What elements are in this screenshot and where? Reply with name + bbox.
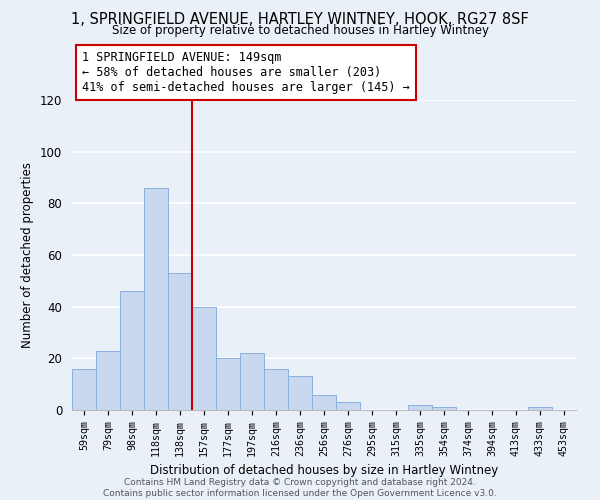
Bar [408,405,432,410]
Bar [288,376,312,410]
Bar [432,408,456,410]
Bar [120,291,144,410]
Bar [336,402,360,410]
X-axis label: Distribution of detached houses by size in Hartley Wintney: Distribution of detached houses by size … [150,464,498,477]
Bar [528,408,552,410]
Text: 1, SPRINGFIELD AVENUE, HARTLEY WINTNEY, HOOK, RG27 8SF: 1, SPRINGFIELD AVENUE, HARTLEY WINTNEY, … [71,12,529,28]
Bar [264,368,288,410]
Bar [72,368,96,410]
Bar [144,188,168,410]
Text: Size of property relative to detached houses in Hartley Wintney: Size of property relative to detached ho… [112,24,488,37]
Bar [312,394,336,410]
Y-axis label: Number of detached properties: Number of detached properties [22,162,34,348]
Text: 1 SPRINGFIELD AVENUE: 149sqm
← 58% of detached houses are smaller (203)
41% of s: 1 SPRINGFIELD AVENUE: 149sqm ← 58% of de… [82,51,410,94]
Text: Contains HM Land Registry data © Crown copyright and database right 2024.
Contai: Contains HM Land Registry data © Crown c… [103,478,497,498]
Bar [168,273,192,410]
Bar [216,358,240,410]
Bar [96,350,120,410]
Bar [240,353,264,410]
Bar [192,306,216,410]
